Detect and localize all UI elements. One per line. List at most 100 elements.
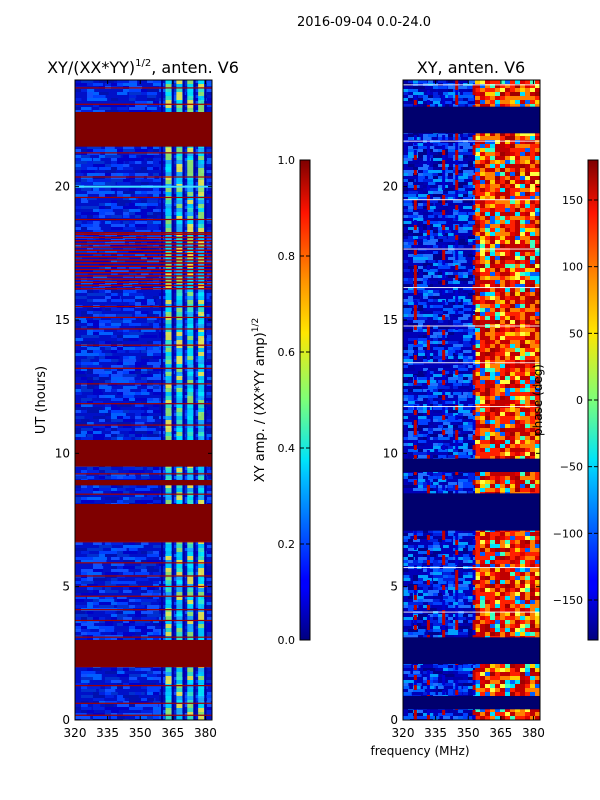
heat-cell <box>93 110 102 113</box>
heat-cell <box>458 194 466 197</box>
heat-cell <box>408 443 417 446</box>
heat-cell <box>87 584 98 587</box>
heat-cell <box>428 587 438 590</box>
heat-channel <box>187 212 194 216</box>
heat-cell <box>423 344 430 347</box>
heat-cell <box>468 599 475 602</box>
heat-cell <box>141 167 149 170</box>
heat-cell <box>418 407 425 410</box>
heat-cell <box>81 80 94 83</box>
heat-cell <box>413 92 424 95</box>
heat-cell <box>207 491 212 494</box>
heat-channel <box>176 192 183 196</box>
heat-channel <box>198 384 205 388</box>
heat-cell <box>463 557 471 560</box>
heat-cell <box>418 425 429 428</box>
heat-cell <box>433 437 442 440</box>
heat-cell <box>93 260 109 263</box>
heat-cell <box>141 593 153 596</box>
heat-channel <box>187 436 194 440</box>
heat-cell <box>408 428 416 431</box>
heat-cell <box>123 500 139 503</box>
heat-cell <box>135 224 151 227</box>
heat-cell <box>433 398 439 401</box>
heat-cell <box>443 557 452 560</box>
heat-cell <box>87 320 102 323</box>
heat-cell <box>159 89 168 92</box>
heat-cell <box>207 191 212 194</box>
heat-cell <box>468 236 481 239</box>
heat-cell <box>171 602 178 605</box>
heat-cell <box>428 545 437 548</box>
heat-cell <box>468 221 477 224</box>
heat-cell <box>418 377 429 380</box>
heat-cell <box>207 386 212 389</box>
heat-cell <box>111 485 123 488</box>
heat-cell <box>117 149 127 152</box>
heat-cell <box>403 437 411 440</box>
heat-cell <box>458 575 464 578</box>
heat-cell <box>147 401 161 404</box>
heat-channel <box>176 100 183 104</box>
heat-cell <box>408 548 414 551</box>
heat-cell <box>468 395 476 398</box>
heat-cell <box>99 488 111 491</box>
heat-channel <box>198 356 205 360</box>
heat-cell <box>129 227 136 230</box>
heat-cell <box>413 359 423 362</box>
heat-cell <box>147 200 158 203</box>
heat-channel <box>187 676 194 680</box>
heat-channel <box>165 704 172 708</box>
heat-cell <box>201 380 212 383</box>
heat-cell <box>129 161 141 164</box>
heat-cell <box>468 275 477 278</box>
heat-channel <box>198 256 205 260</box>
heat-channel <box>187 548 194 552</box>
heat-cell <box>433 473 445 476</box>
heat-cell <box>129 80 138 83</box>
heat-channel <box>187 476 194 480</box>
heat-cell <box>111 671 119 674</box>
heat-channel <box>187 164 194 168</box>
heat-cell <box>438 488 446 491</box>
heat-channel <box>198 680 205 684</box>
heat-cell <box>448 179 456 182</box>
heat-cell <box>448 341 459 344</box>
heat-cell <box>413 281 421 284</box>
heat-cell <box>433 356 440 359</box>
heat-cell <box>123 437 132 440</box>
heat-cell <box>418 341 427 344</box>
heat-channel <box>176 620 183 624</box>
heat-cell <box>413 170 422 173</box>
heat-cell <box>428 353 434 356</box>
heat-cell <box>428 635 438 638</box>
heat-cell <box>159 704 172 707</box>
heat-cell <box>81 197 91 200</box>
heat-cell <box>433 98 441 101</box>
heat-channel <box>187 292 194 296</box>
heat-cell <box>129 152 140 155</box>
heat-cell <box>141 209 154 212</box>
heat-cell <box>207 680 212 683</box>
heat-cell <box>123 179 131 182</box>
heat-channel <box>165 476 172 480</box>
heat-cell <box>75 716 91 719</box>
heat-cell <box>135 620 151 623</box>
heat-cell <box>443 578 449 581</box>
heat-cell <box>408 437 418 440</box>
heat-cell <box>468 452 477 455</box>
heat-cell <box>129 557 140 560</box>
heat-cell <box>159 416 168 419</box>
heat-cell <box>123 155 130 158</box>
heat-cell <box>433 176 440 179</box>
heat-cell <box>81 350 90 353</box>
heat-cell <box>81 572 92 575</box>
heat-cell <box>423 239 432 242</box>
heat-channel <box>198 476 205 480</box>
heat-cell <box>418 401 429 404</box>
heat-cell <box>99 374 109 377</box>
heat-cell <box>93 713 105 716</box>
heat-cell <box>147 98 155 101</box>
colorbar-tick-label: 0.4 <box>278 442 296 455</box>
heat-cell <box>129 545 144 548</box>
